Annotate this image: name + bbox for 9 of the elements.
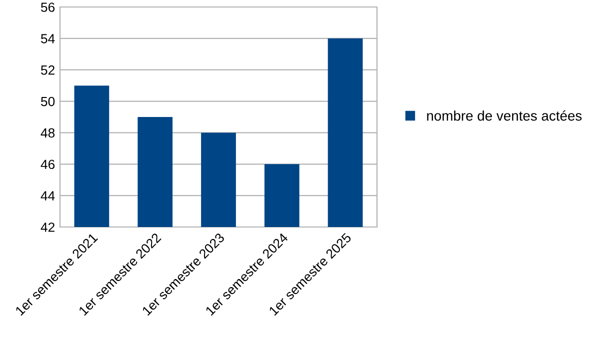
y-tick-label: 54 [40,34,55,44]
y-tick-label: 50 [40,96,55,106]
y-tick-label: 46 [40,160,55,170]
legend-label: nombre de ventes actées [427,110,582,121]
y-tick-label: 52 [40,65,54,75]
y-tick-label: 56 [40,2,55,12]
y-tick-label: 42 [40,222,54,232]
y-tick-label: 44 [40,191,55,200]
y-tick-label: 48 [40,128,55,138]
